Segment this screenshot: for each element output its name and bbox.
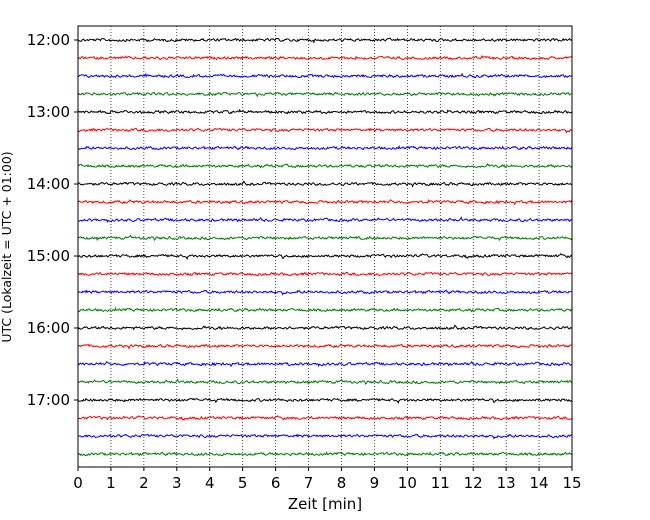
x-tick-label: 8 [337,474,347,492]
plot-background [78,26,572,467]
x-tick-label: 0 [73,474,83,492]
trace-line [77,378,573,386]
plot-frame [77,25,573,468]
trace-line [77,54,573,61]
x-tick-label: 11 [431,474,450,492]
trace-line [77,91,573,98]
x-tick-label: 1 [106,474,116,492]
trace-line [77,72,573,79]
trace-line [77,433,573,440]
trace-line [77,271,573,277]
trace-line [77,216,573,224]
x-tick-label: 15 [562,474,581,492]
trace-line [77,253,573,261]
x-tick-label: 14 [530,474,549,492]
x-tick-label: 13 [497,474,516,492]
trace-line [77,144,573,151]
trace-line [77,343,573,350]
trace-line [77,234,573,242]
x-tick-label: 10 [398,474,417,492]
x-tick-label: 6 [271,474,281,492]
y-tick-label: 14:00 [27,175,70,193]
trace-line [77,108,573,115]
y-tick-label: 13:00 [27,103,70,121]
trace-line [77,289,573,296]
y-axis-label: UTC (Lokalzeit = UTC + 01:00) [0,151,14,342]
trace-line [77,127,573,134]
x-tick-label: 3 [172,474,182,492]
x-tick-label: 9 [370,474,380,492]
y-tick-label: 16:00 [27,319,70,337]
trace-line [77,306,573,313]
y-tick-label: 15:00 [27,247,70,265]
y-tick-label: 12:00 [27,31,70,49]
trace-line [77,324,573,331]
y-tick-label: 17:00 [27,391,70,409]
x-tick-label: 12 [464,474,483,492]
x-tick-label: 7 [304,474,314,492]
trace-line [77,397,573,405]
x-tick-label: 2 [139,474,149,492]
trace-line [77,450,573,457]
trace-line [77,37,573,44]
x-tick-label: 5 [238,474,248,492]
trace-line [77,360,573,368]
x-tick-label: 4 [205,474,215,492]
x-axis-ticks: 0 1 2 3 4 5 6 7 8 9 10 11 12 13 14 15 [73,467,582,492]
trace-line [77,415,573,421]
x-axis-label: Zeit [min] [288,495,362,513]
y-axis-ticks: 12:00 13:00 14:00 15:00 16:00 17:00 [27,31,78,409]
trace-line [77,198,573,206]
trace-line [77,180,573,188]
seismic-traces [77,37,573,457]
trace-line [77,163,573,169]
